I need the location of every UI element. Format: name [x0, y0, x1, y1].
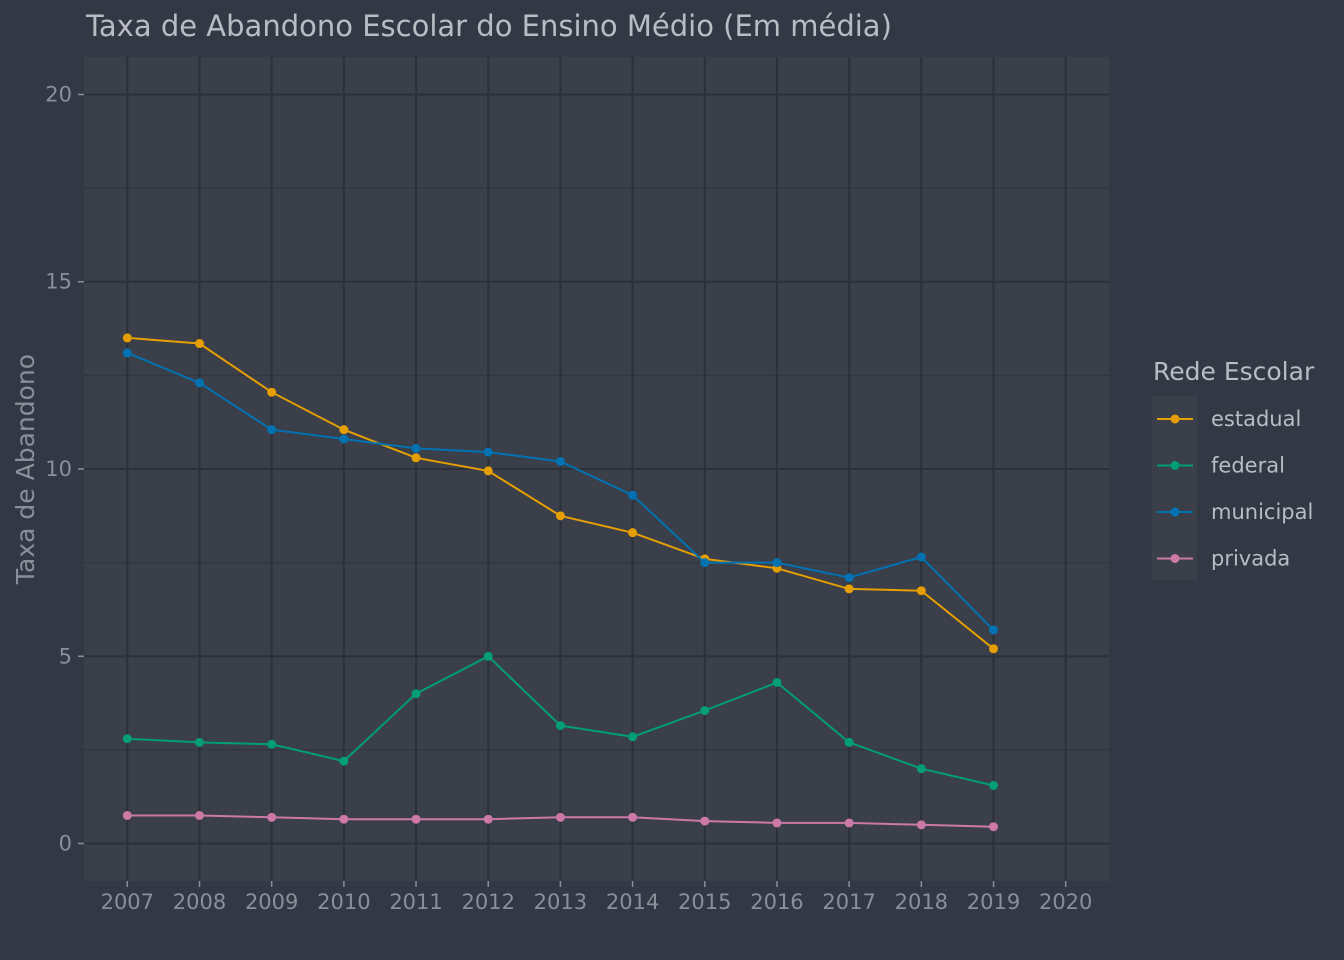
- series-municipal: [122, 348, 999, 635]
- x-tick-label: 2019: [967, 890, 1020, 914]
- data-point-municipal: [339, 434, 349, 444]
- data-point-municipal: [772, 558, 782, 568]
- data-point-privada: [411, 814, 421, 824]
- data-point-estadual: [844, 584, 854, 594]
- data-point-estadual: [122, 333, 132, 343]
- data-point-privada: [772, 818, 782, 828]
- series-estadual: [122, 333, 999, 654]
- data-point-estadual: [555, 511, 565, 521]
- data-point-privada: [194, 810, 204, 820]
- data-point-estadual: [339, 425, 349, 435]
- x-tick-label: 2012: [461, 890, 514, 914]
- data-point-municipal: [122, 348, 132, 358]
- series-federal: [122, 651, 999, 790]
- legend-key-point: [1170, 507, 1180, 517]
- data-point-federal: [628, 732, 638, 742]
- data-point-privada: [916, 820, 926, 830]
- x-tick-label: 2008: [173, 890, 226, 914]
- y-axis: 0 5 10 15 20: [45, 82, 84, 856]
- data-point-estadual: [411, 453, 421, 463]
- legend: Rede Escolar estadual federal municipal pri…: [1152, 357, 1315, 580]
- x-tick-label: 2013: [534, 890, 587, 914]
- y-tick-label: 0: [59, 832, 72, 856]
- series-privada: [122, 810, 999, 832]
- legend-label-municipal: municipal: [1211, 500, 1313, 524]
- legend-items: estadual federal municipal privada: [1157, 407, 1313, 571]
- data-point-federal: [122, 734, 132, 744]
- data-point-municipal: [267, 425, 277, 435]
- x-tick-label: 2014: [606, 890, 659, 914]
- legend-key-background: [1152, 396, 1197, 580]
- legend-label-privada: privada: [1211, 547, 1290, 571]
- data-point-privada: [628, 812, 638, 822]
- data-point-municipal: [411, 443, 421, 453]
- legend-item-municipal: municipal: [1157, 500, 1313, 524]
- legend-label-federal: federal: [1211, 454, 1285, 478]
- legend-key-point: [1170, 461, 1180, 470]
- data-point-federal: [483, 651, 493, 661]
- data-point-privada: [267, 812, 277, 822]
- data-point-privada: [339, 814, 349, 824]
- x-tick-label: 2017: [822, 890, 875, 914]
- data-point-federal: [555, 721, 565, 731]
- y-tick-label: 15: [45, 270, 72, 294]
- data-point-federal: [411, 689, 421, 699]
- x-tick-label: 2016: [750, 890, 803, 914]
- data-point-estadual: [483, 466, 493, 476]
- x-tick-label: 2009: [245, 890, 298, 914]
- data-point-municipal: [916, 552, 926, 562]
- legend-title: Rede Escolar: [1153, 357, 1315, 386]
- data-point-federal: [772, 677, 782, 687]
- data-point-federal: [194, 737, 204, 747]
- data-point-municipal: [483, 447, 493, 457]
- x-tick-label: 2015: [678, 890, 731, 914]
- y-tick-label: 20: [45, 82, 72, 106]
- data-point-municipal: [628, 490, 638, 500]
- y-tick-label: 5: [59, 644, 72, 668]
- x-tick-label: 2010: [317, 890, 370, 914]
- data-point-federal: [916, 764, 926, 774]
- data-point-estadual: [267, 387, 277, 397]
- legend-item-estadual: estadual: [1157, 407, 1301, 431]
- data-point-privada: [483, 814, 493, 824]
- data-point-estadual: [916, 586, 926, 596]
- data-point-municipal: [844, 573, 854, 583]
- data-point-federal: [844, 737, 854, 747]
- data-point-municipal: [989, 625, 999, 635]
- data-point-municipal: [700, 558, 710, 568]
- data-point-estadual: [989, 644, 999, 654]
- x-tick-label: 2011: [389, 890, 442, 914]
- data-point-estadual: [194, 339, 204, 349]
- x-tick-label: 2007: [101, 890, 154, 914]
- data-point-federal: [267, 739, 277, 749]
- data-point-privada: [700, 816, 710, 826]
- legend-key-point: [1170, 414, 1180, 424]
- data-point-federal: [700, 706, 710, 716]
- data-point-privada: [122, 810, 132, 820]
- x-tick-label: 2018: [895, 890, 948, 914]
- legend-label-estadual: estadual: [1211, 407, 1301, 431]
- chart-title: Taxa de Abandono Escolar do Ensino Médio…: [85, 9, 892, 43]
- y-axis-title: Taxa de Abandono: [11, 354, 40, 585]
- data-point-privada: [844, 818, 854, 828]
- data-point-federal: [339, 756, 349, 766]
- data-point-privada: [989, 822, 999, 832]
- x-tick-label: 2020: [1039, 890, 1092, 914]
- x-axis: 2007 2008 2009 2010 2011 2012 2013 2014 2015 2016…: [101, 881, 1092, 914]
- data-point-municipal: [555, 457, 565, 467]
- data-point-municipal: [194, 378, 204, 388]
- data-point-federal: [989, 780, 999, 790]
- y-tick-label: 10: [45, 457, 72, 481]
- legend-item-federal: federal: [1157, 454, 1285, 478]
- legend-item-privada: privada: [1157, 547, 1290, 571]
- series-layer: [122, 333, 999, 832]
- legend-key-point: [1170, 554, 1180, 563]
- data-point-privada: [555, 812, 565, 822]
- data-point-estadual: [628, 528, 638, 538]
